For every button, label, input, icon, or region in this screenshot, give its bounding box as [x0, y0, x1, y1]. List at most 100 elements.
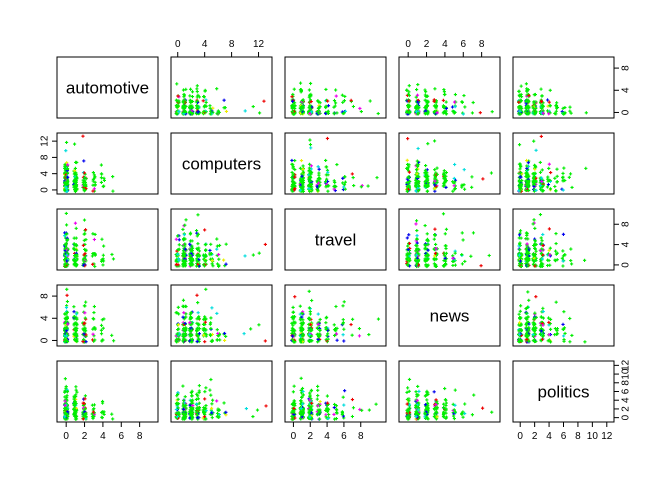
data-point [548, 88, 552, 92]
data-point [181, 88, 186, 92]
data-point [534, 148, 538, 152]
data-point [532, 93, 536, 97]
data-point [342, 185, 346, 189]
data-point [426, 142, 430, 146]
data-point [540, 242, 544, 246]
data-point [534, 165, 538, 169]
data-point [203, 340, 207, 344]
data-point [196, 104, 200, 108]
data-point [539, 251, 543, 255]
data-point [584, 111, 588, 115]
data-point [84, 186, 88, 191]
data-point [351, 406, 356, 410]
data-point [202, 264, 207, 268]
data-point [73, 221, 78, 225]
data-point [196, 110, 201, 114]
data-point [307, 175, 312, 179]
data-point [249, 327, 253, 331]
data-point [293, 175, 297, 179]
data-point [184, 87, 188, 91]
data-point [408, 252, 412, 256]
data-point [316, 388, 320, 392]
panel-computers-vs-automotive [56, 132, 159, 195]
data-point [326, 99, 330, 103]
data-point [569, 262, 574, 266]
data-point [415, 93, 420, 97]
data-point [405, 189, 409, 193]
data-point [349, 322, 353, 327]
data-point [100, 172, 104, 176]
data-point [298, 188, 303, 192]
data-point [441, 98, 445, 102]
data-point [561, 254, 566, 258]
data-point [517, 253, 522, 257]
data-point [309, 99, 313, 104]
data-point [433, 179, 437, 183]
data-point [332, 405, 336, 410]
data-point [307, 162, 312, 166]
data-point [554, 103, 559, 108]
panel-frame [512, 208, 615, 271]
data-point [546, 175, 550, 179]
data-point [441, 264, 446, 268]
data-point [562, 166, 566, 170]
data-point [202, 94, 206, 99]
data-point [177, 258, 181, 263]
data-point [525, 89, 529, 93]
data-point [111, 257, 116, 261]
data-point [324, 111, 328, 116]
data-point [531, 180, 535, 184]
data-point [208, 388, 212, 392]
data-point [414, 184, 418, 188]
data-point [190, 246, 195, 250]
data-point [563, 111, 567, 116]
data-point [189, 111, 193, 115]
data-point [407, 241, 412, 246]
data-point [242, 332, 246, 336]
data-point [211, 264, 215, 268]
data-point [324, 158, 328, 163]
data-point [415, 87, 419, 92]
data-point [415, 104, 420, 108]
data-point [560, 256, 564, 260]
data-point [425, 94, 430, 98]
data-point [540, 104, 544, 108]
data-point [74, 183, 78, 187]
data-point [349, 98, 353, 102]
data-point [553, 111, 557, 116]
data-point [332, 323, 336, 327]
data-point [526, 263, 530, 267]
data-point [63, 180, 67, 184]
data-point [423, 170, 427, 175]
data-point [554, 231, 558, 236]
panel-frame [398, 56, 501, 119]
data-point [257, 323, 261, 327]
data-point [74, 385, 78, 389]
data-point [548, 104, 552, 108]
data-point [341, 318, 345, 322]
data-point [517, 233, 522, 237]
data-point [91, 262, 95, 266]
data-point [524, 256, 528, 261]
panel-news-vs-politics [512, 284, 615, 347]
panel-frame [284, 208, 387, 271]
data-point [526, 251, 530, 256]
data-point [533, 252, 537, 257]
data-point [425, 232, 429, 236]
data-point [175, 112, 179, 116]
data-point [196, 301, 200, 305]
data-point [424, 253, 428, 257]
data-point [291, 305, 295, 309]
data-point [75, 160, 79, 165]
data-point [519, 104, 523, 109]
data-point [568, 109, 572, 113]
data-point [561, 179, 565, 183]
data-point [416, 259, 421, 263]
data-point [93, 232, 97, 237]
data-point [417, 248, 421, 252]
data-point [524, 109, 528, 113]
data-point [425, 182, 430, 187]
data-point [553, 184, 557, 189]
data-point [531, 262, 536, 266]
data-point [433, 232, 437, 237]
